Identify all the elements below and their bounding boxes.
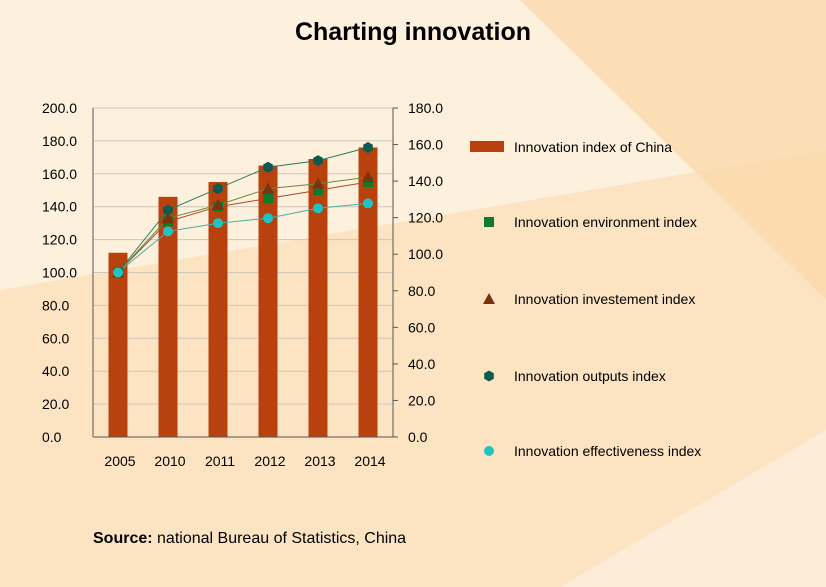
bar	[308, 158, 328, 437]
point-hexagon	[263, 161, 273, 173]
axes: 0.0 20.0 40.0 60.0 80.0 100.0 120.0 140.0 160.0 1…	[42, 100, 443, 469]
bars	[108, 147, 378, 438]
y-tick-label-right: 80.0	[408, 283, 435, 299]
y-tick-label-left: 180.0	[42, 133, 77, 149]
y-tick-label-right: 160.0	[408, 137, 443, 153]
legend-swatch-bar	[470, 141, 504, 152]
x-tick-label: 2014	[354, 453, 385, 469]
y-tick-label-left: 60.0	[42, 330, 69, 346]
point-circle	[363, 198, 373, 209]
source-text: national Bureau of Statistics, China	[157, 530, 407, 547]
series-line-triangle	[117, 176, 369, 273]
point-triangle	[212, 199, 224, 211]
y-tick-label-right: 40.0	[408, 356, 435, 372]
x-tick-label: 2011	[205, 453, 235, 469]
point-circle	[113, 267, 123, 278]
legend-label: Innovation index of China	[514, 139, 672, 155]
point-square	[263, 193, 273, 204]
point-triangle	[312, 177, 324, 189]
legend: Innovation index of China Innovation envi…	[470, 139, 701, 459]
x-tick-label: 2012	[254, 453, 285, 469]
point-circle	[213, 218, 223, 229]
y-tick-label-left: 120.0	[42, 232, 77, 248]
chart-title: Charting innovation	[294, 18, 532, 46]
legend-label: Innovation outputs index	[514, 368, 666, 384]
y-tick-label-left: 140.0	[42, 199, 77, 215]
bar	[158, 196, 178, 437]
y-tick-label-left: 160.0	[42, 166, 77, 182]
bar	[258, 165, 278, 437]
y-tick-label-left: 80.0	[42, 297, 69, 313]
point-triangle	[262, 182, 274, 194]
x-tick-label: 2010	[154, 453, 185, 469]
point-circle	[263, 213, 273, 224]
y-tick-label-left: 0.0	[42, 429, 62, 445]
y-tick-label-left: 200.0	[42, 100, 77, 116]
legend-label: Innovation effectiveness index	[514, 443, 701, 459]
point-hexagon	[363, 142, 373, 153]
legend-label: Innovation environment index	[514, 214, 697, 230]
y-tick-label-left: 100.0	[42, 265, 77, 281]
y-tick-label-left: 40.0	[42, 363, 69, 379]
y-tick-label-right: 20.0	[408, 392, 435, 408]
x-tick-label: 2005	[104, 453, 135, 469]
x-tick-label: 2013	[304, 453, 335, 469]
source-label: Source:	[93, 530, 153, 547]
markers	[112, 142, 374, 278]
point-circle	[313, 203, 323, 214]
y-tick-label-right: 60.0	[408, 319, 435, 335]
legend-swatch-square	[484, 217, 494, 227]
y-tick-label-right: 0.0	[408, 429, 428, 445]
series-line-square	[117, 181, 369, 273]
y-tick-label-right: 100.0	[408, 246, 443, 262]
point-circle	[163, 226, 173, 237]
bar	[208, 182, 228, 437]
point-hexagon	[213, 183, 223, 195]
point-triangle	[162, 212, 174, 224]
point-hexagon	[163, 204, 173, 216]
point-square	[313, 185, 323, 196]
bar	[358, 147, 378, 438]
bar	[108, 252, 128, 437]
legend-swatch-circle	[484, 446, 494, 456]
y-tick-label-left: 20.0	[42, 396, 69, 412]
legend-swatch-triangle	[483, 293, 495, 304]
y-tick-label-right: 140.0	[408, 173, 443, 189]
series-line-hexagon	[117, 147, 369, 273]
point-triangle	[362, 171, 374, 183]
y-tick-label-right: 180.0	[408, 100, 443, 116]
lines	[117, 147, 369, 273]
y-tick-label-right: 120.0	[408, 210, 443, 226]
legend-label: Innovation investement index	[514, 291, 695, 307]
grid	[93, 107, 393, 438]
series-line-circle	[117, 202, 369, 273]
source-note: Source: national Bureau of Statistics, C…	[93, 530, 406, 548]
legend-swatch-hexagon	[484, 370, 494, 382]
point-hexagon	[313, 155, 323, 167]
